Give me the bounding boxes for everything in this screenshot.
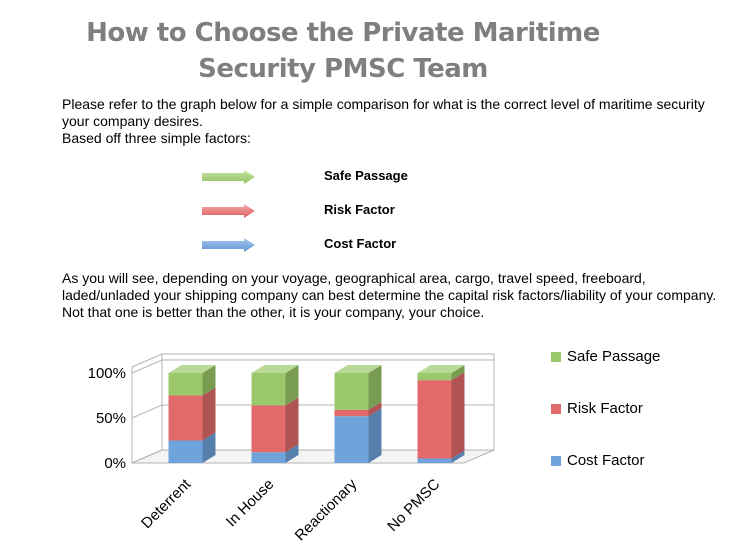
- legend-label: Safe Passage: [567, 348, 660, 365]
- factor-label-risk-factor: Risk Factor: [324, 202, 395, 217]
- gridline: [131, 359, 494, 374]
- chart-frame: [131, 353, 495, 464]
- legend-swatch: [551, 456, 561, 466]
- intro-text: Please refer to the graph below for a si…: [62, 96, 705, 129]
- page-title-line-2: Security PMSC Team: [198, 54, 488, 84]
- factor-label-safe-passage: Safe Passage: [324, 168, 408, 183]
- bar-segment-front: [251, 405, 286, 453]
- legend-swatch: [551, 404, 561, 414]
- bar-segment-side: [285, 365, 299, 406]
- bar-segment-top: [417, 365, 465, 373]
- bar-segment-side: [451, 365, 465, 381]
- blue-arrow-icon: [202, 238, 255, 252]
- chart-bars: [168, 365, 465, 463]
- legend-swatch: [551, 352, 561, 362]
- bar-segment-side: [202, 387, 216, 441]
- bar-segment-front: [168, 395, 203, 441]
- bar-segment-side: [368, 401, 382, 417]
- y-tick-label: 0%: [104, 455, 126, 472]
- bar-segment-front: [168, 373, 203, 396]
- bar-segment-side: [202, 432, 216, 463]
- bar-segment-front: [334, 416, 369, 463]
- gridline: [131, 449, 494, 464]
- bar-segment-top: [334, 365, 382, 373]
- x-tick-label: No PMSC: [384, 476, 443, 535]
- x-tick-label: Reactionary: [292, 475, 361, 544]
- legend-label: Risk Factor: [567, 400, 643, 417]
- bar-segment-side: [285, 444, 299, 463]
- bar-segment-side: [202, 365, 216, 396]
- y-tick-label: 100%: [88, 365, 126, 382]
- bar-segment-side: [368, 408, 382, 463]
- factor-label-cost-factor: Cost Factor: [324, 236, 397, 251]
- bar-segment-side: [285, 397, 299, 453]
- chart-side-wall: [131, 353, 163, 464]
- x-tick-label: In House: [223, 476, 277, 530]
- green-arrow-icon: [202, 170, 255, 184]
- bar-segment-front: [168, 440, 203, 463]
- bar-segment-front: [251, 373, 286, 406]
- x-tick-label: Deterrent: [138, 475, 195, 532]
- red-arrow-icon: [202, 204, 255, 218]
- gridline: [131, 404, 494, 419]
- legend-label: Cost Factor: [567, 452, 645, 469]
- bar-segment-top: [251, 365, 299, 373]
- bar-segment-front: [334, 409, 369, 417]
- bar-segment-top: [168, 365, 216, 373]
- bar-segment-front: [251, 452, 286, 463]
- page-title-line-1: How to Choose the Private Maritime: [86, 18, 600, 48]
- stacked-bar-chart: 0% 50% 100% Deterrent In House Reactionary No …: [88, 348, 661, 544]
- bar-segment-front: [417, 458, 452, 463]
- intro-text-2: Based off three simple factors:: [62, 130, 251, 146]
- intro-paragraph: Please refer to the graph below for a si…: [62, 96, 732, 147]
- body-paragraph: As you will see, depending on your voyag…: [62, 270, 717, 320]
- y-tick-label: 50%: [96, 410, 126, 427]
- chart-legend: Safe Passage Risk Factor Cost Factor: [551, 348, 660, 469]
- bar-segment-side: [451, 372, 465, 459]
- bar-segment-front: [334, 373, 369, 410]
- bar-segment-front: [417, 380, 452, 459]
- bar-segment-side: [368, 365, 382, 410]
- bar-segment-front: [417, 373, 452, 381]
- bar-segment-side: [451, 450, 465, 463]
